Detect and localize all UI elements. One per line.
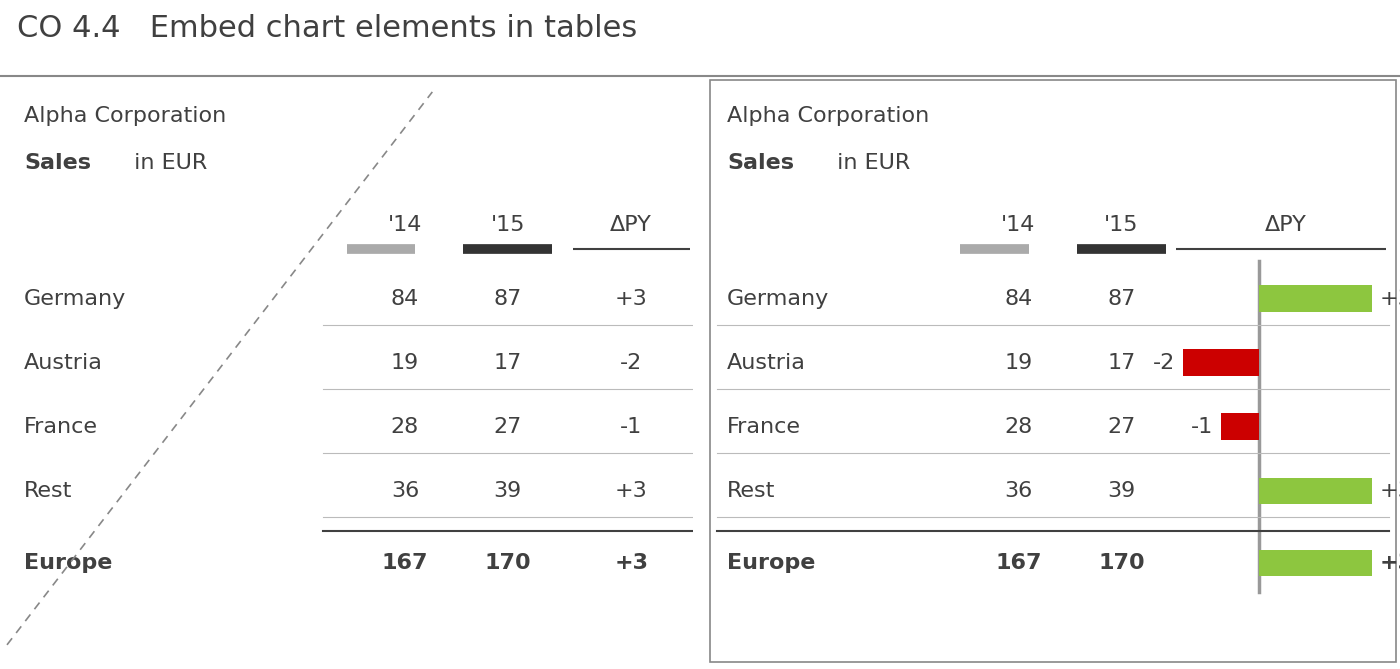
Text: 27: 27 [494,417,522,437]
Bar [1221,413,1259,440]
Text: Sales: Sales [24,153,91,173]
Text: '14: '14 [1001,215,1036,235]
Text: 17: 17 [1107,353,1135,373]
Text: +3: +3 [615,288,648,308]
Text: 87: 87 [1107,288,1135,308]
Text: 28: 28 [1004,417,1033,437]
Text: '15: '15 [1105,215,1138,235]
Text: '15: '15 [490,215,525,235]
Text: 170: 170 [1098,553,1145,573]
Text: 84: 84 [391,288,419,308]
Text: -1: -1 [1190,417,1212,437]
Text: ΔPY: ΔPY [1266,215,1308,235]
Text: 36: 36 [1004,480,1033,500]
Text: Alpha Corporation: Alpha Corporation [24,106,227,126]
Text: ΔPY: ΔPY [610,215,652,235]
Text: Germany: Germany [24,288,126,308]
Text: '14: '14 [388,215,421,235]
Text: in EUR: in EUR [127,153,207,173]
Text: France: France [727,417,801,437]
Text: France: France [24,417,98,437]
Text: +3: +3 [615,480,648,500]
Text: Alpha Corporation: Alpha Corporation [727,106,930,126]
Text: 167: 167 [382,553,428,573]
Text: 84: 84 [1004,288,1033,308]
Text: Europe: Europe [727,553,815,573]
Text: 87: 87 [494,288,522,308]
Text: +3: +3 [1380,288,1400,308]
Text: Europe: Europe [24,553,112,573]
Text: 170: 170 [484,553,531,573]
Text: +3: +3 [1380,553,1400,573]
Text: Sales: Sales [727,153,794,173]
Bar [1183,349,1259,376]
Text: Germany: Germany [727,288,829,308]
Text: CO 4.4   Embed chart elements in tables: CO 4.4 Embed chart elements in tables [17,13,637,43]
Text: 28: 28 [391,417,419,437]
Text: Rest: Rest [24,480,73,500]
Text: 19: 19 [1004,353,1033,373]
Text: 19: 19 [391,353,419,373]
Text: Austria: Austria [727,353,806,373]
Text: -2: -2 [620,353,643,373]
Text: Austria: Austria [24,353,104,373]
Text: -2: -2 [1152,353,1175,373]
Text: 39: 39 [494,480,522,500]
Text: 17: 17 [494,353,522,373]
Bar [1259,551,1372,577]
Bar [1259,478,1372,504]
Text: 36: 36 [391,480,419,500]
Text: 39: 39 [1107,480,1135,500]
Text: +3: +3 [615,553,648,573]
Text: -1: -1 [620,417,643,437]
Bar [1259,286,1372,312]
Text: +3: +3 [1380,480,1400,500]
Text: 167: 167 [995,553,1042,573]
Text: in EUR: in EUR [830,153,910,173]
Text: Rest: Rest [727,480,776,500]
Text: 27: 27 [1107,417,1135,437]
